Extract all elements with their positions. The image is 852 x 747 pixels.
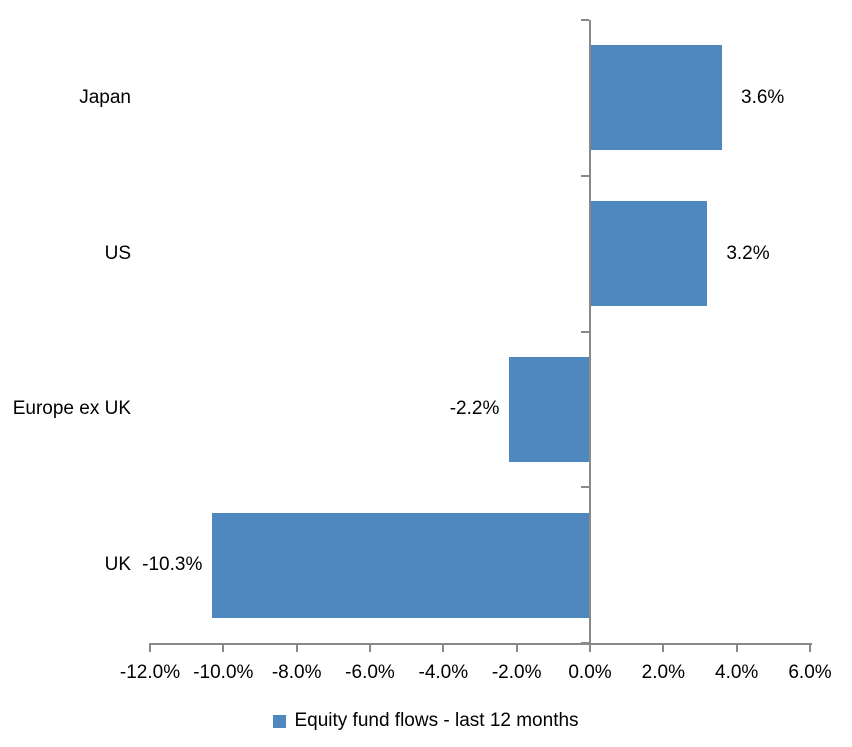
bar-japan <box>590 45 722 151</box>
x-tick-label: 2.0% <box>641 662 685 683</box>
category-axis-tick <box>581 330 589 333</box>
x-axis-tick <box>295 643 298 652</box>
legend-label: Equity fund flows - last 12 months <box>294 710 579 731</box>
legend: Equity fund flows - last 12 months <box>0 708 852 734</box>
x-axis-tick <box>222 643 225 652</box>
data-label-uk: -10.3% <box>142 554 203 576</box>
x-axis-tick <box>515 643 518 652</box>
x-tick-label: -6.0% <box>345 662 395 683</box>
data-label-japan: 3.6% <box>741 86 785 108</box>
category-label-europe-ex-uk: Europe ex UK <box>12 398 131 420</box>
x-tick-label: 6.0% <box>788 662 832 683</box>
category-axis-tick <box>581 486 589 489</box>
data-label-us: 3.2% <box>726 242 770 264</box>
category-label-us: US <box>104 242 131 264</box>
bar-europe-ex-uk <box>509 356 590 462</box>
category-label-japan: Japan <box>79 86 131 108</box>
x-tick-label: 4.0% <box>715 662 759 683</box>
category-axis-tick <box>581 19 589 21</box>
bar-us <box>590 201 708 307</box>
x-axis-tick <box>735 643 738 652</box>
legend-swatch <box>273 714 287 728</box>
bar-uk <box>212 512 590 618</box>
x-tick-label: -10.0% <box>193 662 254 683</box>
category-axis-tick <box>581 174 589 177</box>
category-label-uk: UK <box>104 554 131 576</box>
x-axis-tick <box>442 643 445 652</box>
x-axis-tick <box>149 643 151 652</box>
x-tick-label: -4.0% <box>418 662 469 683</box>
zero-baseline-axis <box>589 20 591 645</box>
x-axis-line <box>150 643 812 645</box>
x-tick-label: -12.0% <box>119 662 181 683</box>
data-label-europe-ex-uk: -2.2% <box>449 398 500 420</box>
x-tick-label: -8.0% <box>271 662 322 683</box>
x-axis-tick <box>662 643 665 652</box>
x-axis-tick <box>369 643 371 652</box>
x-axis-tick <box>589 643 591 652</box>
x-tick-label: -2.0% <box>491 662 542 683</box>
x-tick-label: 0.0% <box>568 662 612 683</box>
x-axis-tick <box>809 643 811 652</box>
